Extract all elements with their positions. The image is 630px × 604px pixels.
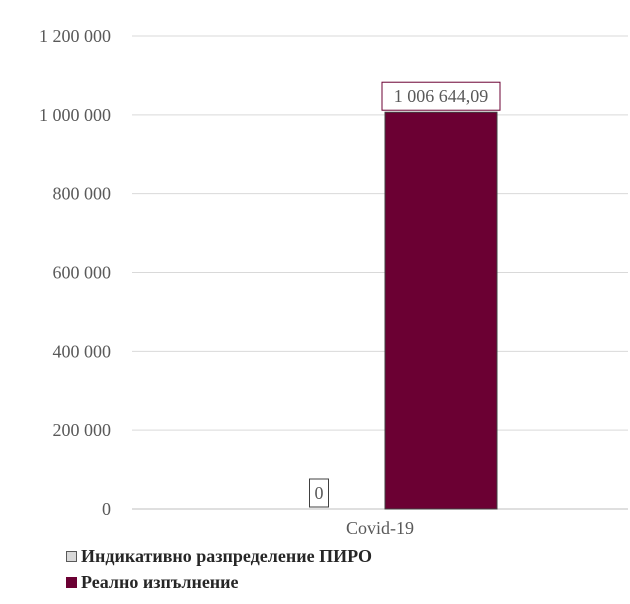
legend: Индикативно разпределение ПИРО Реално из…	[66, 543, 372, 595]
legend-swatch-actual	[66, 576, 77, 588]
y-tick-label: 600 000	[53, 263, 112, 283]
data-label-box	[309, 478, 329, 508]
x-category-label: Covid-19	[346, 518, 414, 538]
data-label-box	[381, 81, 501, 111]
y-tick-label: 800 000	[53, 184, 112, 204]
data-label: 0	[315, 483, 324, 503]
y-tick-label: 200 000	[53, 420, 112, 440]
y-tick-label: 1 000 000	[39, 105, 111, 125]
legend-item-indicative: Индикативно разпределение ПИРО	[66, 543, 372, 569]
legend-swatch-indicative	[66, 550, 77, 562]
legend-label-actual: Реално изпълнение	[81, 571, 239, 592]
data-label: 1 006 644,09	[394, 86, 489, 106]
legend-label-indicative: Индикативно разпределение ПИРО	[81, 545, 372, 566]
bar	[384, 111, 498, 510]
legend-item-actual: Реално изпълнение	[66, 569, 372, 595]
y-tick-label: 400 000	[53, 341, 112, 361]
y-tick-label: 0	[102, 499, 111, 519]
y-tick-label: 1 200 000	[39, 26, 111, 46]
